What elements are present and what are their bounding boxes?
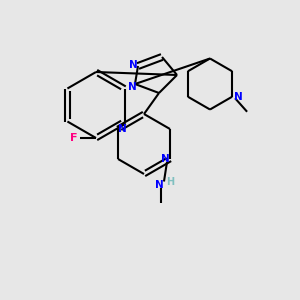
Text: N: N xyxy=(128,82,136,92)
Text: N: N xyxy=(129,59,138,70)
Text: N: N xyxy=(161,154,170,164)
Text: N: N xyxy=(234,92,242,102)
Text: N: N xyxy=(118,124,127,134)
Text: N: N xyxy=(155,179,164,190)
Text: H: H xyxy=(166,176,174,187)
Text: F: F xyxy=(70,133,77,143)
